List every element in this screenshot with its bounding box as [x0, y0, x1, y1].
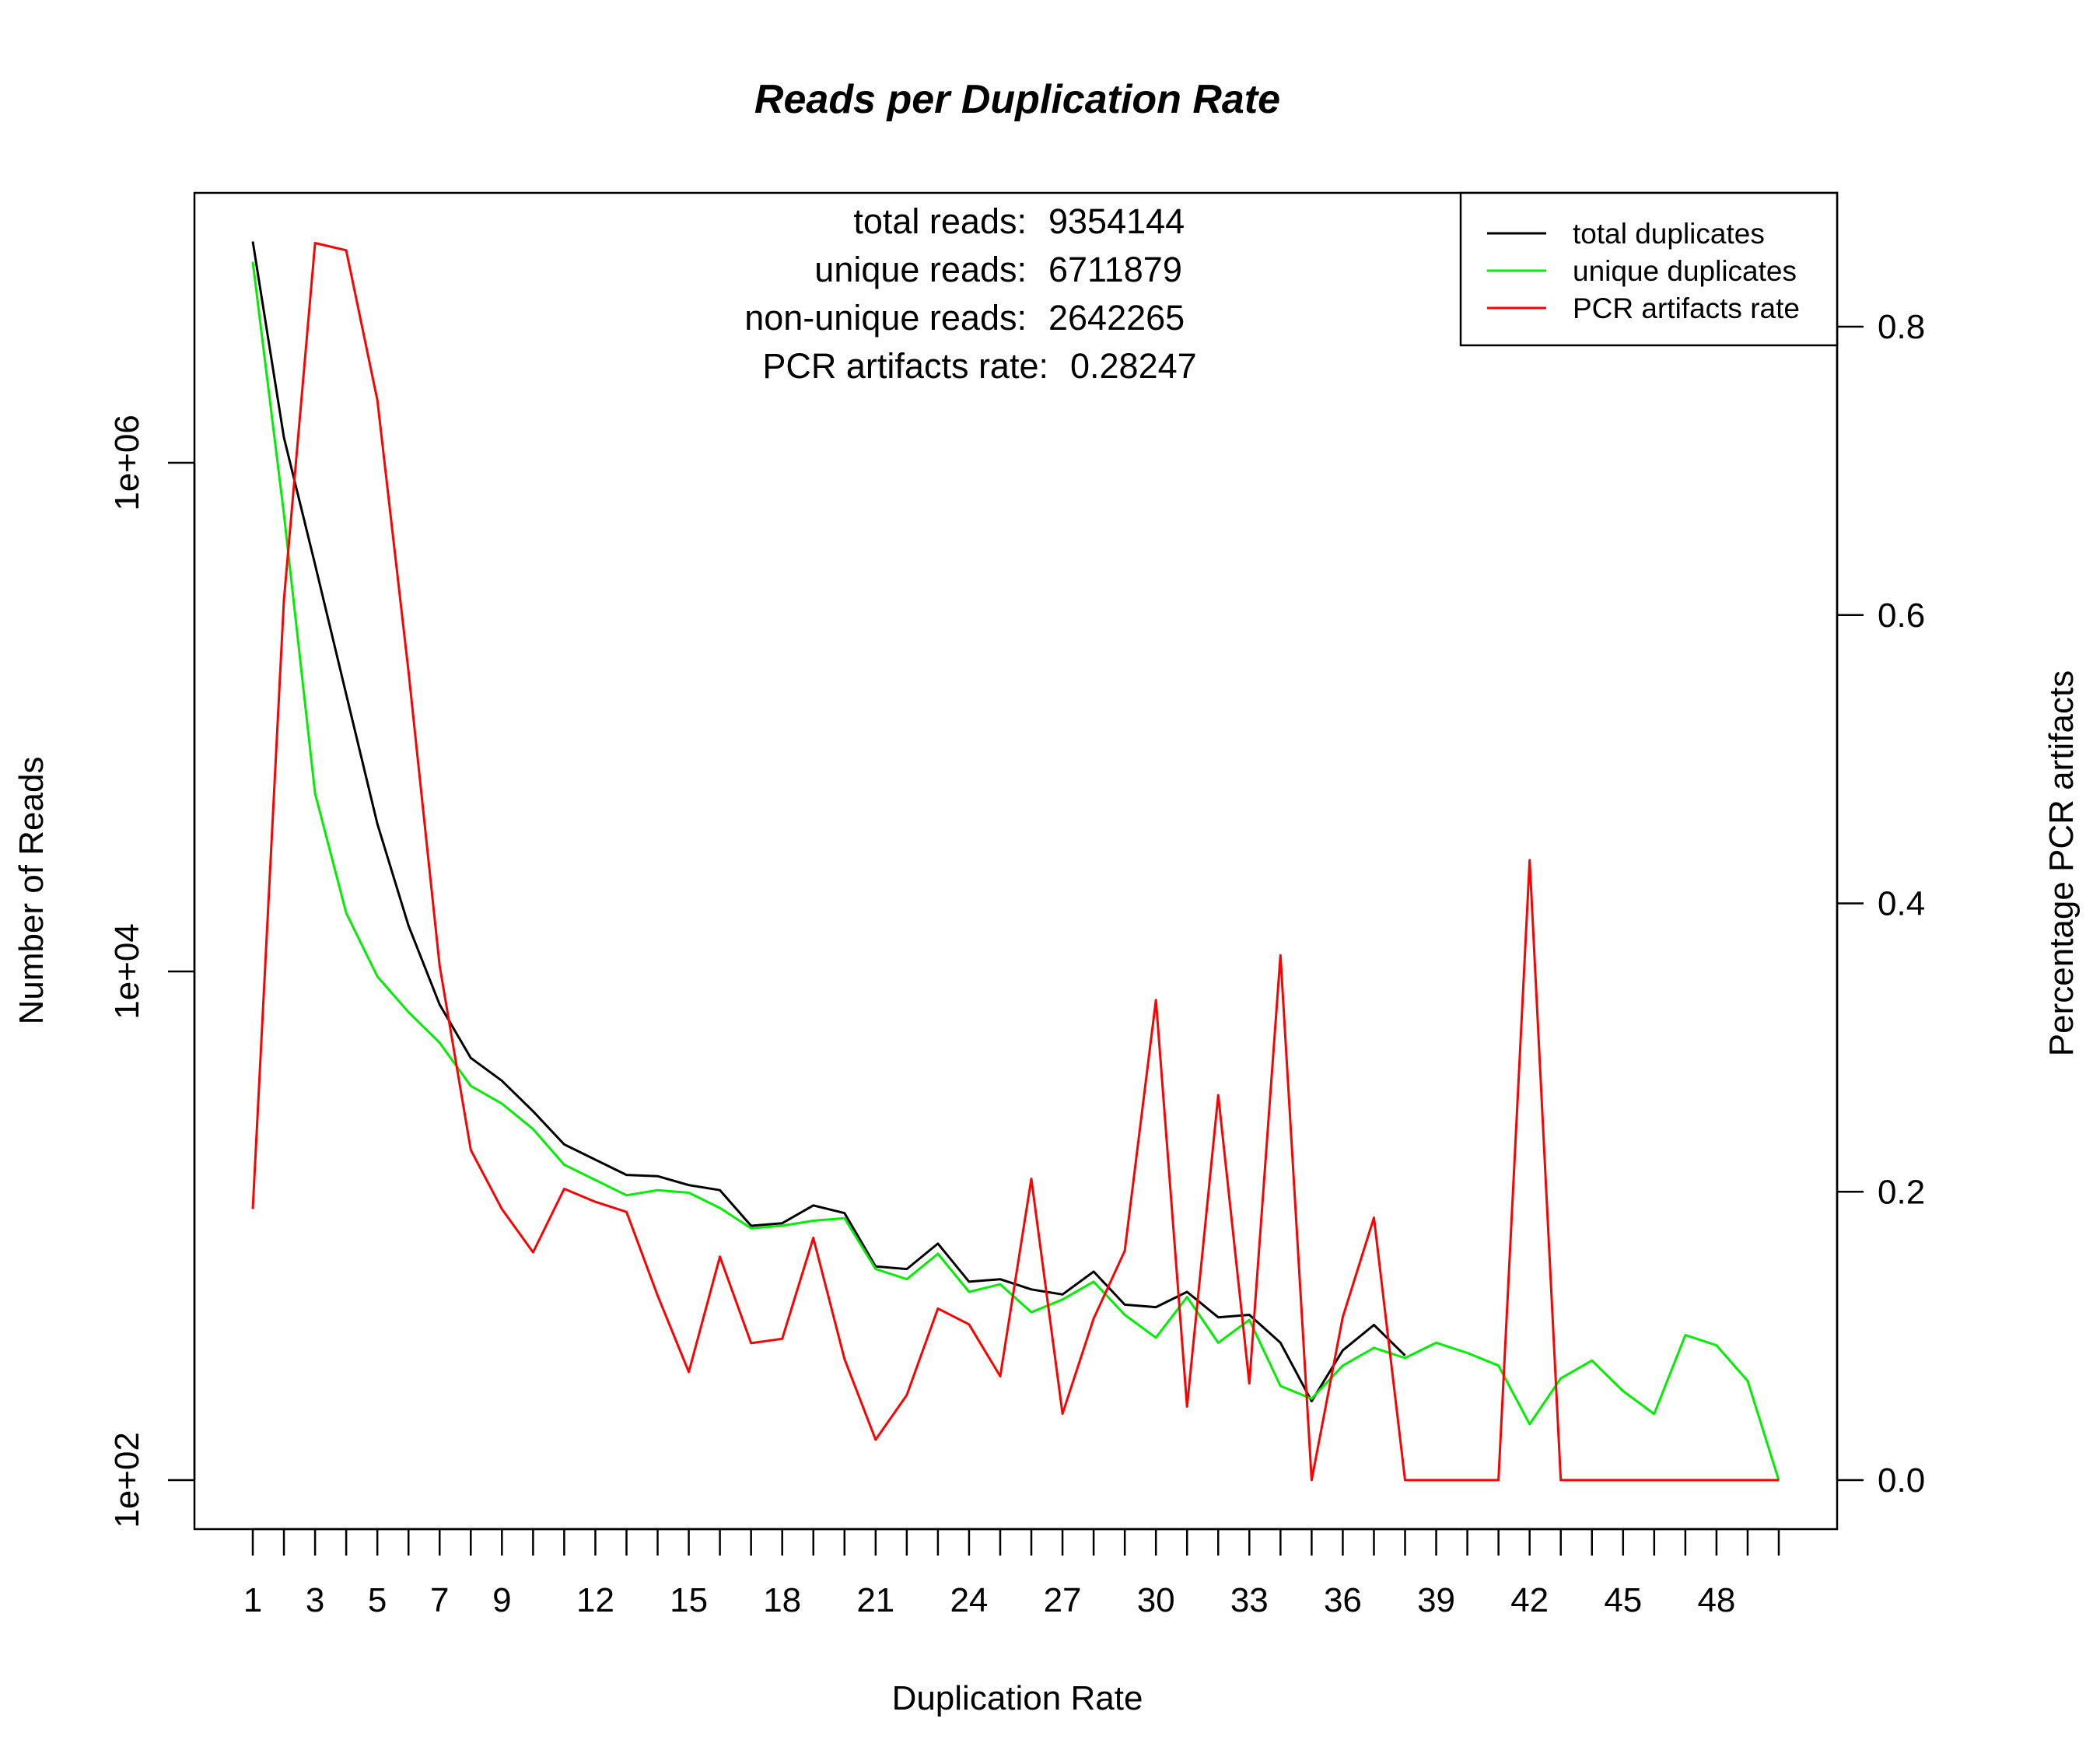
y-tick-label-1e+06: 1e+06 [108, 415, 146, 511]
x-tick-label-1: 1 [243, 1581, 262, 1619]
y-tick-label-1e+02: 1e+02 [108, 1432, 146, 1528]
series-line-total-duplicates [251, 241, 1406, 1403]
legend-layer: total duplicates unique duplicates PCR art… [1459, 191, 1839, 347]
annotation-value-1: 6711879 [1048, 250, 1182, 289]
x-tick-label-5: 5 [368, 1581, 387, 1619]
y2-tick-label-0.0: 0.0 [1878, 1461, 1925, 1500]
x-tick-label-7: 7 [430, 1581, 449, 1619]
y2-axis-label: Percentage PCR artifacts [2042, 670, 2081, 1056]
annotation-label-2: non-unique reads: [744, 298, 1027, 338]
y-axis-label: Number of Reads [12, 757, 51, 1025]
annotation-value-2: 2642265 [1048, 298, 1185, 338]
y2-tick-label-0.4: 0.4 [1878, 885, 1925, 923]
x-tick-label-45: 45 [1604, 1581, 1642, 1619]
series-line-pcr-artifacts-rate [251, 242, 1779, 1482]
x-tick-label-42: 42 [1510, 1581, 1549, 1619]
legend-label-total-duplicates: total duplicates [1573, 218, 1765, 250]
x-tick-label-36: 36 [1324, 1581, 1362, 1619]
annotation-label-3: PCR artifacts rate: [762, 346, 1048, 386]
y2-tick-label-0.8: 0.8 [1878, 308, 1925, 346]
x-tick-label-3: 3 [306, 1581, 324, 1619]
chart-title: Reads per Duplication Rate [754, 77, 1280, 122]
x-tick-label-12: 12 [576, 1581, 614, 1619]
annotation-layer: total reads: 9354144 unique reads: 6711879 n… [744, 201, 1196, 386]
legend-label-unique-duplicates: unique duplicates [1573, 255, 1797, 287]
legend-box [1459, 191, 1839, 347]
x-tick-label-30: 30 [1137, 1581, 1175, 1619]
y2-tick-label-0.2: 0.2 [1878, 1173, 1925, 1211]
y-tick-label-1e+04: 1e+04 [108, 923, 146, 1020]
annotation-value-3: 0.28247 [1070, 346, 1197, 386]
x-tick-label-33: 33 [1230, 1581, 1269, 1619]
legend-label-pcr-artifacts-rate: PCR artifacts rate [1573, 292, 1800, 324]
axis-layer: 1 3 5 7 9 12 15 18 21 24 27 30 33 36 39 42 45 48 1e+02 1e+0… [108, 308, 1925, 1619]
annotation-label-0: total reads: [853, 201, 1027, 241]
x-tick-label-24: 24 [950, 1581, 988, 1619]
x-tick-label-21: 21 [856, 1581, 894, 1619]
x-tick-label-48: 48 [1697, 1581, 1735, 1619]
x-tick-label-15: 15 [670, 1581, 708, 1619]
x-axis-label: Duplication Rate [892, 1679, 1143, 1717]
annotation-label-1: unique reads: [814, 250, 1027, 289]
series-layer [251, 241, 1780, 1482]
x-tick-label-39: 39 [1417, 1581, 1455, 1619]
x-tick-label-27: 27 [1044, 1581, 1082, 1619]
series-line-unique-duplicates [251, 261, 1780, 1481]
annotation-value-0: 9354144 [1048, 201, 1185, 241]
x-tick-label-18: 18 [763, 1581, 801, 1619]
y2-tick-label-0.6: 0.6 [1878, 597, 1925, 635]
x-tick-label-9: 9 [492, 1581, 511, 1619]
